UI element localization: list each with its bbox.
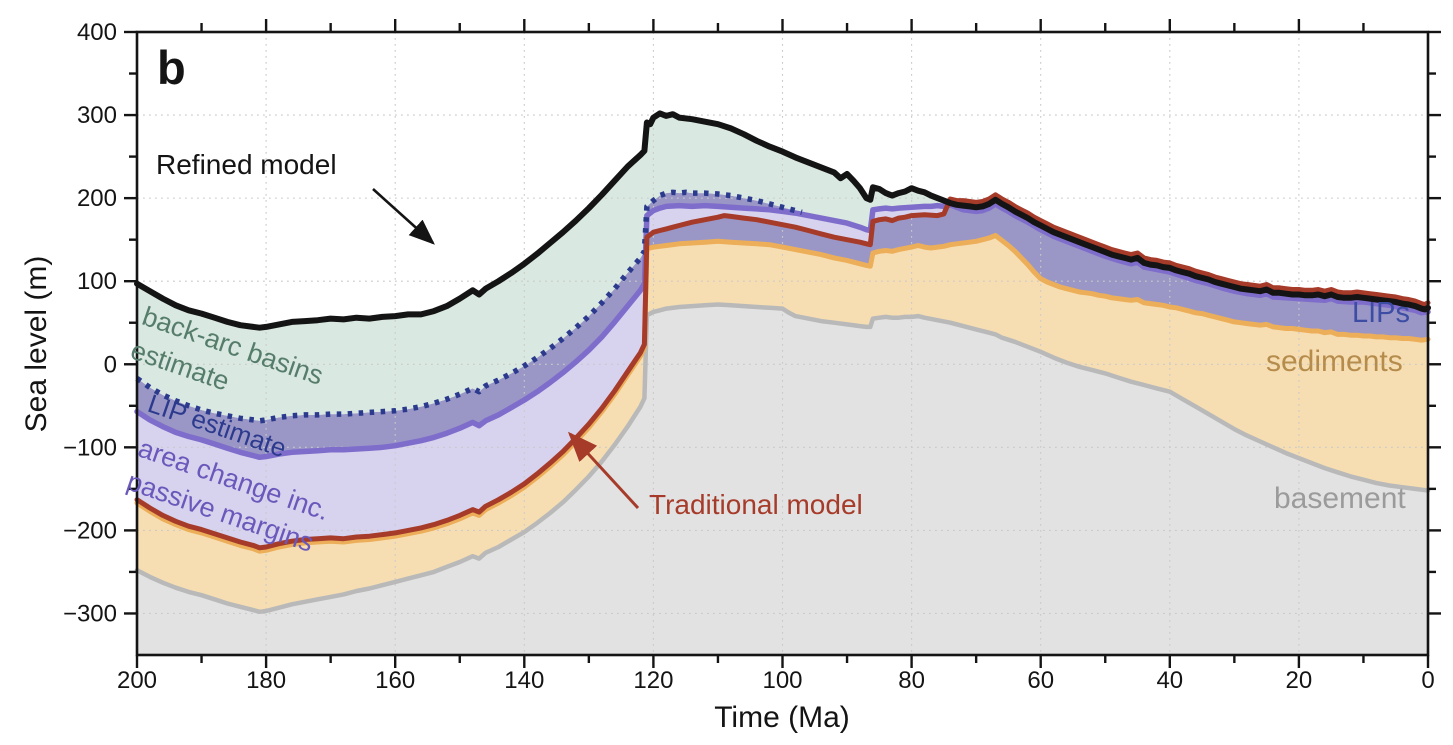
- tick-label: 300: [77, 102, 117, 129]
- tick-label: 60: [1027, 667, 1054, 694]
- tick-label: 140: [504, 667, 544, 694]
- tick-label: 120: [633, 667, 673, 694]
- traditional-model-annotation: Traditional model: [649, 489, 863, 520]
- tick-label: 200: [117, 667, 157, 694]
- tick-label: −200: [63, 517, 117, 544]
- tick-label: 80: [898, 667, 925, 694]
- tick-label: −100: [63, 434, 117, 461]
- tick-label: 400: [77, 19, 117, 46]
- x-axis-title: Time (Ma): [714, 701, 850, 734]
- tick-label: −300: [63, 600, 117, 627]
- tick-label: 100: [762, 667, 802, 694]
- tick-label: 200: [77, 185, 117, 212]
- tick-label: 0: [1421, 667, 1434, 694]
- basement-annotation: basement: [1274, 482, 1406, 515]
- sediments-annotation: sediments: [1266, 345, 1403, 378]
- refined-model-annotation: Refined model: [156, 149, 337, 180]
- tick-label: 180: [246, 667, 286, 694]
- tick-label: 40: [1156, 667, 1183, 694]
- tick-label: 160: [375, 667, 415, 694]
- panel-label: b: [157, 41, 186, 94]
- y-axis-title: Sea level (m): [20, 255, 53, 433]
- tick-label: 100: [77, 268, 117, 295]
- lips-annotation: LIPs: [1352, 297, 1411, 329]
- tick-label: 20: [1286, 667, 1313, 694]
- tick-label: 0: [104, 351, 117, 378]
